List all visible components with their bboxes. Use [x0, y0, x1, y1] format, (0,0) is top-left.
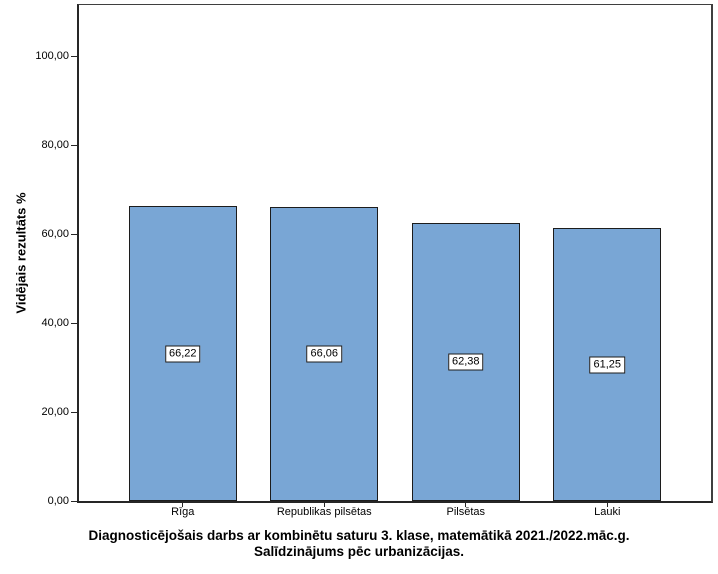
y-axis-tick [71, 500, 78, 502]
y-axis-tick-label: 40,00 [41, 317, 69, 329]
y-axis-tick [71, 55, 78, 57]
chart-title: Diagnosticējošais darbs ar kombinētu sat… [43, 528, 675, 559]
y-axis-tick-label: 100,00 [35, 50, 69, 62]
x-category-label: Republikas pilsētas [276, 506, 372, 518]
x-axis-tick [182, 503, 184, 507]
y-axis-title: Vidējais rezultāts % [13, 192, 29, 314]
bar-value-label: 66,06 [306, 345, 343, 363]
chart-title-line-1: Diagnosticējošais darbs ar kombinētu sat… [88, 528, 630, 543]
y-axis-tick-label: 60,00 [41, 228, 69, 240]
x-category-label: Pilsētas [446, 506, 486, 518]
bar-value-label: 62,38 [447, 353, 484, 371]
x-axis-tick [465, 503, 467, 507]
y-axis-tick [71, 144, 78, 146]
y-axis-tick-label: 20,00 [41, 406, 69, 418]
chart-title-line-2: Salīdzinājums pēc urbanizācijas. [253, 543, 465, 559]
y-axis-tick [71, 322, 78, 324]
y-axis-tick [71, 411, 78, 413]
bar [270, 207, 379, 501]
x-category-label: Rīga [171, 506, 195, 518]
x-axis-tick [606, 503, 608, 507]
y-axis-tick-label: 80,00 [41, 139, 69, 151]
x-category-label: Lauki [594, 506, 621, 518]
bar-value-label: 61,25 [589, 356, 626, 374]
y-axis-tick-label: 0,00 [47, 495, 69, 507]
bar-value-label: 66,22 [164, 345, 201, 363]
x-axis-tick [323, 503, 325, 507]
y-axis-tick [71, 233, 78, 235]
